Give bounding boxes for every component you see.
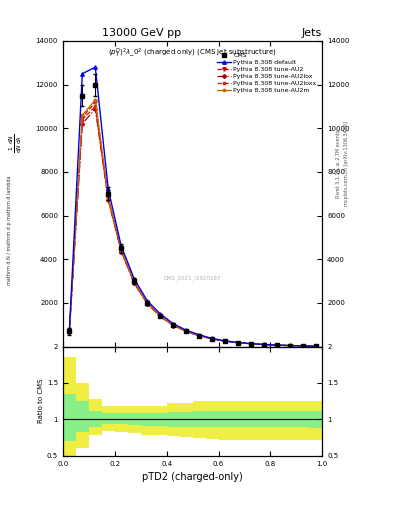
Text: $\frac{1}{\mathrm{d}N}\frac{\mathrm{d}N}{\mathrm{d}\lambda}$: $\frac{1}{\mathrm{d}N}\frac{\mathrm{d}N}… (7, 134, 24, 153)
Text: CMS_2021_I1920187: CMS_2021_I1920187 (164, 275, 221, 281)
Y-axis label: Ratio to CMS: Ratio to CMS (38, 379, 44, 423)
Text: 13000 GeV pp: 13000 GeV pp (102, 28, 181, 38)
Text: $(p_T^D)^2\lambda\_0^2$ (charged only) (CMS jet substructure): $(p_T^D)^2\lambda\_0^2$ (charged only) (… (108, 47, 277, 60)
Text: mathrm d N / mathrm d p mathrm d lambda: mathrm d N / mathrm d p mathrm d lambda (7, 176, 12, 285)
Text: mcplots.cern.ch [arXiv:1306.3436]: mcplots.cern.ch [arXiv:1306.3436] (344, 121, 349, 206)
Text: Jets: Jets (302, 28, 322, 38)
Legend: CMS, Pythia 8.308 default, Pythia 8.308 tune-AU2, Pythia 8.308 tune-AU2lox, Pyth: CMS, Pythia 8.308 default, Pythia 8.308 … (215, 50, 319, 95)
X-axis label: pTD2 (charged-only): pTD2 (charged-only) (142, 472, 243, 482)
Text: Rivet 3.1.10, ≥ 2.7M events: Rivet 3.1.10, ≥ 2.7M events (336, 130, 341, 198)
